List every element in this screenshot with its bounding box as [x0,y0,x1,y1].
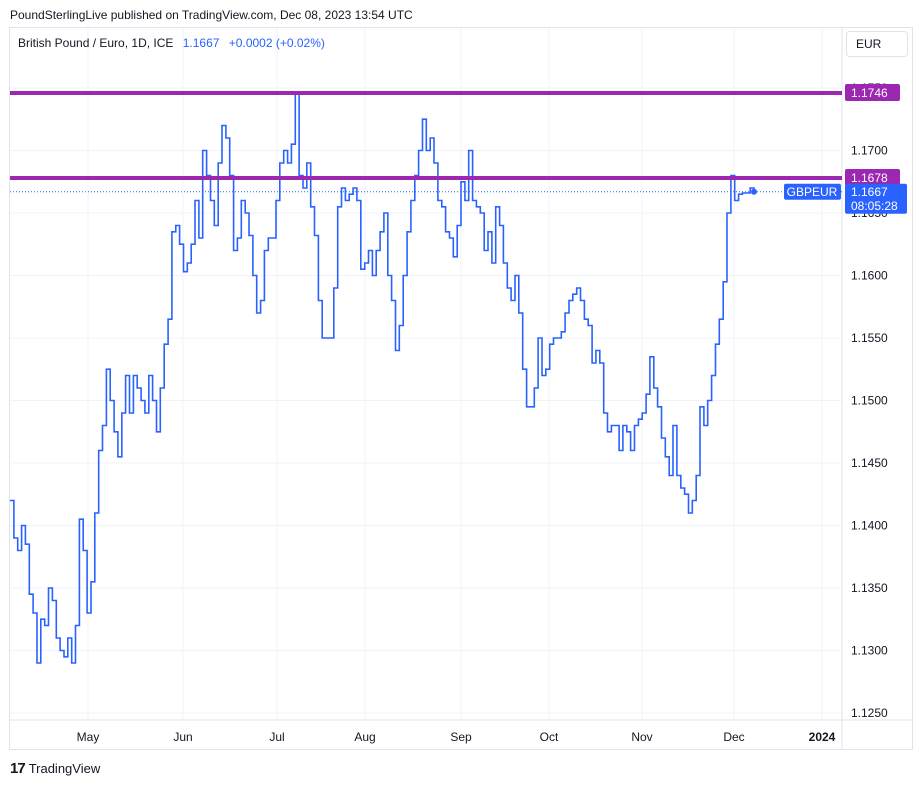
y-tick-label: 1.1400 [851,519,888,533]
bar-countdown-label: 08:05:28 [851,199,898,213]
x-tick-label: Jun [173,730,192,744]
brand-name: TradingView [28,761,101,776]
currency-button[interactable]: EUR [846,31,908,57]
y-tick-label: 1.1350 [851,581,888,595]
x-tick-label: Jul [269,730,284,744]
x-tick-label: Oct [540,730,559,744]
symbol-tag [784,183,841,200]
price-line [10,93,755,664]
tradingview-brand[interactable]: 17 TradingView [10,760,100,777]
x-tick-label: Nov [631,730,652,744]
y-tick-label: 1.1700 [851,144,888,158]
chart-legend: British Pound / Euro, 1D, ICE 1.1667 +0.… [18,36,325,50]
last-price-tag-label: 1.1667 [851,185,888,199]
last-price: 1.1667 [182,36,220,50]
last-price-tag [845,183,907,214]
x-tick-label: May [77,730,100,744]
y-tick-label: 1.1300 [851,644,888,658]
x-tick-label: Sep [450,730,472,744]
level-price-tag [845,84,900,101]
x-tick-label: Dec [723,730,744,744]
y-tick-label: 1.1450 [851,456,888,470]
chart-frame [9,27,913,750]
y-tick-label: 1.1550 [851,331,888,345]
level-price-label: 1.1746 [851,86,888,100]
y-tick-label: 1.1600 [851,269,888,283]
published-by-line: PoundSterlingLive published on TradingVi… [10,8,413,22]
x-tick-label: Aug [354,730,375,744]
y-tick-label: 1.1250 [851,706,888,720]
symbol-tag-label: GBPEUR [787,185,838,199]
tradingview-logo: 17 [10,760,26,777]
symbol-description: British Pound / Euro, 1D, ICE [18,36,174,50]
x-tick-label: 2024 [809,730,836,744]
level-price-label: 1.1678 [851,171,888,185]
y-tick-label: 1.1500 [851,394,888,408]
level-price-tag [845,169,900,186]
price-change: +0.0002 (+0.02%) [228,36,325,50]
